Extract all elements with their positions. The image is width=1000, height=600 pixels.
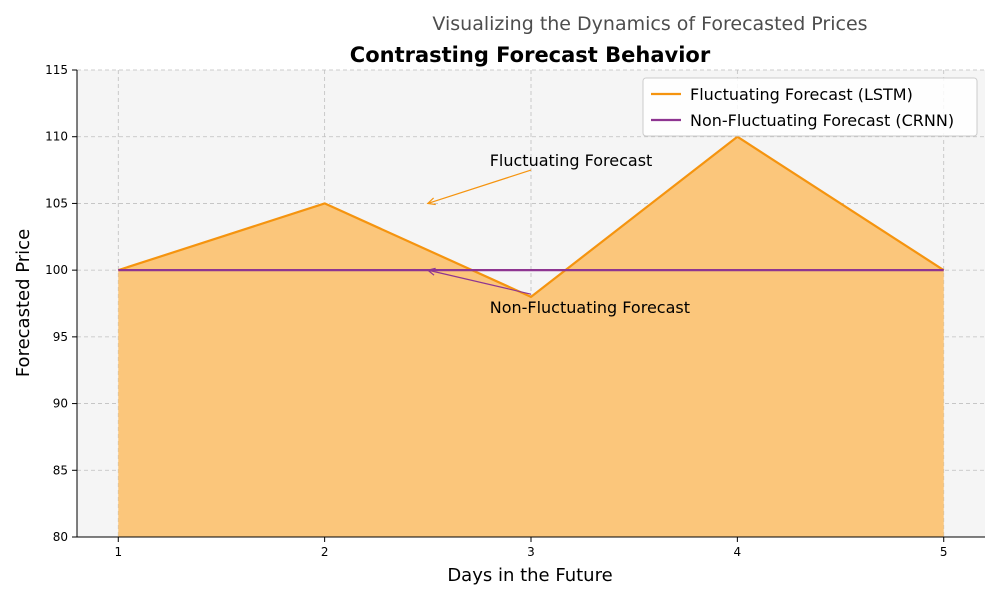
x-tick-label: 5: [940, 545, 948, 559]
y-tick-label: 115: [45, 63, 68, 77]
legend: Fluctuating Forecast (LSTM) Non-Fluctuati…: [642, 77, 978, 137]
plot-area: [117, 135, 945, 537]
y-tick-label: 100: [45, 263, 68, 277]
x-tick-label: 3: [527, 545, 535, 559]
y-tick-label: 95: [53, 330, 68, 344]
y-tick-label: 90: [53, 397, 68, 411]
y-axis-title: Forecasted Price: [13, 229, 34, 377]
y-tick-label: 105: [45, 196, 68, 210]
x-axis-title: Days in the Future: [447, 565, 612, 586]
series-0-line: [117, 135, 945, 298]
y-tick-label: 85: [53, 463, 68, 477]
x-ticks: 1 2 3 4 5: [114, 537, 948, 559]
x-tick-label: 4: [734, 545, 742, 559]
legend-label-0: Fluctuating Forecast (LSTM): [690, 85, 913, 104]
annotation-arrow-1: [427, 269, 532, 295]
x-tick-label: 2: [321, 545, 329, 559]
y-tick-label: 110: [45, 130, 68, 144]
chart-title: Contrasting Forecast Behavior: [350, 43, 711, 67]
chart-subtitle: Visualizing the Dynamics of Forecasted P…: [432, 13, 867, 35]
annotation-arrowhead-1: [426, 267, 436, 276]
annotation-arrowhead-0: [426, 197, 436, 206]
legend-label-1: Non-Fluctuating Forecast (CRNN): [690, 111, 954, 130]
annotation-label-1: Non-Fluctuating Forecast: [490, 298, 690, 317]
annotation-arrow-0: [427, 169, 532, 204]
series-0-area: [118, 136, 944, 537]
y-ticks: 80 85 90 95 100 105 110 115: [45, 63, 77, 544]
annotations: Fluctuating Forecast Non-Fluctuating Fore…: [426, 151, 690, 317]
x-tick-label: 1: [114, 545, 122, 559]
annotation-label-0: Fluctuating Forecast: [490, 151, 653, 170]
y-tick-label: 80: [53, 530, 68, 544]
legend-box: [642, 77, 978, 137]
